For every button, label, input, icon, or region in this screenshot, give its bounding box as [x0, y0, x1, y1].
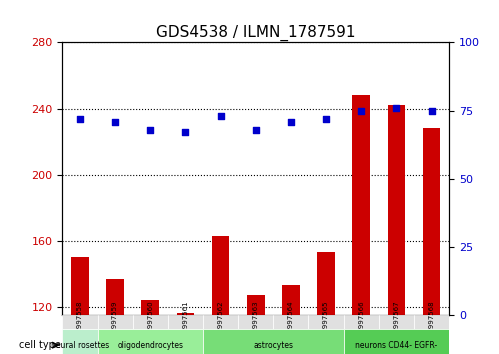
Point [251, 127, 259, 132]
Bar [71, 257, 89, 315]
Text: GSM997564: GSM997564 [288, 301, 294, 343]
Text: cell type: cell type [19, 340, 60, 350]
Text: GSM997562: GSM997562 [218, 301, 224, 343]
Text: GSM997558: GSM997558 [77, 301, 83, 343]
Bar [352, 95, 370, 315]
Bar [177, 313, 194, 315]
Bar [133, 315, 168, 329]
Point [76, 116, 84, 122]
Text: oligodendrocytes: oligodendrocytes [117, 341, 183, 350]
Bar [212, 236, 230, 315]
Bar [62, 315, 97, 329]
Point [146, 127, 154, 132]
Text: neurons CD44- EGFR-: neurons CD44- EGFR- [355, 341, 438, 350]
Bar [247, 295, 264, 315]
Text: GSM997565: GSM997565 [323, 301, 329, 343]
Point [287, 119, 295, 124]
Text: neural rosettes: neural rosettes [51, 341, 109, 350]
Point [322, 116, 330, 122]
Text: GSM997563: GSM997563 [252, 301, 259, 343]
Bar [423, 129, 440, 315]
Bar [62, 329, 97, 354]
Bar [203, 329, 344, 354]
Bar [308, 315, 344, 329]
Bar [238, 315, 273, 329]
Bar [273, 315, 308, 329]
Text: GSM997561: GSM997561 [183, 301, 189, 343]
Title: GDS4538 / ILMN_1787591: GDS4538 / ILMN_1787591 [156, 25, 355, 41]
Bar [106, 279, 124, 315]
Text: GSM997566: GSM997566 [358, 301, 364, 343]
Text: GSM997560: GSM997560 [147, 301, 153, 343]
Point [428, 108, 436, 113]
Bar [168, 315, 203, 329]
Bar [142, 300, 159, 315]
Point [217, 113, 225, 119]
Bar [344, 315, 379, 329]
Point [111, 119, 119, 124]
Bar [97, 315, 133, 329]
Bar [203, 315, 238, 329]
Bar [388, 105, 405, 315]
Bar [97, 329, 203, 354]
Text: GSM997559: GSM997559 [112, 301, 118, 343]
Text: GSM997567: GSM997567 [393, 301, 399, 343]
Bar [379, 315, 414, 329]
Point [182, 130, 190, 135]
Bar [344, 329, 449, 354]
Point [357, 108, 365, 113]
Point [392, 105, 400, 111]
Text: astrocytes: astrocytes [253, 341, 293, 350]
Bar [282, 285, 300, 315]
Bar [317, 252, 335, 315]
Bar [414, 315, 449, 329]
Text: GSM997568: GSM997568 [429, 301, 435, 343]
